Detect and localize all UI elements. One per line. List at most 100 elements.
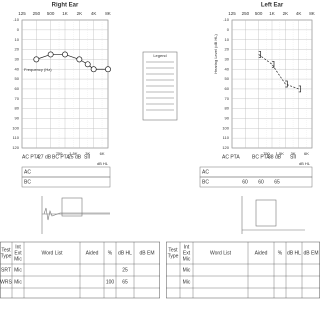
y-tick-label: 60 — [15, 86, 20, 91]
speech-table-header: % — [108, 250, 113, 256]
y-tick-label: 120 — [12, 145, 19, 150]
data-point — [47, 51, 54, 58]
speech-table-header: Ext — [183, 250, 191, 256]
speech-table-header: Int — [15, 244, 21, 250]
data-point — [105, 66, 111, 73]
y-tick-label: 70 — [225, 96, 230, 101]
speech-table-header: dB HL — [118, 250, 132, 256]
pta-value: 25 dB — [68, 154, 82, 160]
y-axis-label: Hearing Level (dB HL) — [213, 34, 218, 74]
data-point — [62, 51, 68, 58]
pta-label: AC PTA — [22, 154, 40, 160]
speech-table-cell: Mic — [183, 267, 191, 273]
speech-table-header: dB EM — [303, 250, 318, 256]
x-tick-label: 4K — [91, 11, 97, 16]
x-tick-label: 8K — [309, 11, 315, 16]
speech-table-cell: Mic — [183, 279, 191, 285]
x-tick-label: 250 — [33, 11, 41, 16]
threshold-row — [21, 166, 111, 178]
speech-table-header: Test — [168, 247, 178, 253]
speech-table-header: Int — [184, 244, 190, 250]
pta-label: BC PTA — [252, 154, 270, 160]
pta-value: 38 dB — [268, 154, 282, 160]
x-tick-label: 4K — [296, 11, 302, 16]
pta-label: BC PTA — [52, 154, 70, 160]
speech-table-cell: SRT — [1, 267, 11, 273]
pta-value: 27 dB — [38, 154, 52, 160]
speech-table-cell: Mic — [14, 267, 22, 273]
data-point — [258, 51, 262, 58]
data-point — [272, 60, 275, 68]
speech-table-header: Mic — [14, 256, 22, 262]
speech-table-cell: 25 — [122, 267, 128, 273]
legend-rows — [146, 61, 174, 111]
pta-label: SII — [290, 154, 296, 160]
y-tick-label: 0 — [17, 27, 20, 32]
speech-table-header: Type — [1, 253, 12, 259]
y-tick-label: 70 — [15, 96, 20, 101]
x-minor-tick-label: 6K — [304, 151, 309, 156]
x-tick-label: 125 — [18, 11, 26, 16]
y-tick-label: 40 — [15, 66, 20, 71]
x-tick-label: 125 — [228, 11, 236, 16]
x-minor-tick-label: 750 — [263, 151, 270, 156]
speech-table-cell: WRS — [0, 279, 12, 285]
y-tick-label: 10 — [225, 37, 230, 42]
y-tick-label: 120 — [222, 145, 229, 150]
y-tick-label: 80 — [225, 106, 230, 111]
data-point — [285, 80, 288, 88]
x-tick-label: 500 — [47, 11, 55, 16]
speech-table-header: Test — [1, 247, 11, 253]
y-tick-label: 110 — [13, 135, 20, 140]
threshold-row-label: BC — [24, 179, 31, 185]
threshold-row-label: BC — [202, 179, 209, 185]
x-minor-tick-label: 750 — [56, 151, 63, 156]
legend-box — [142, 51, 178, 121]
data-point — [76, 56, 83, 63]
speech-table-header: Aided — [86, 250, 99, 256]
x-tick-label: 2K — [283, 11, 289, 16]
y-tick-label: 60 — [225, 86, 230, 91]
y-tick-label: 0 — [227, 27, 230, 32]
threshold-value: 60 — [242, 179, 248, 185]
x-tick-label: 2K — [77, 11, 83, 16]
x-tick-label: 1K — [269, 11, 275, 16]
speech-table-header: Word List — [41, 250, 63, 256]
y-tick-label: 50 — [225, 76, 230, 81]
speech-table-header: Type — [168, 253, 179, 259]
threshold-row-label: AC — [202, 169, 209, 175]
x-tick-label: 8K — [105, 11, 111, 16]
pta-label: AC PTA — [222, 154, 240, 160]
speech-table-header: dB HL — [287, 250, 301, 256]
y-tick-label: 30 — [225, 56, 230, 61]
threshold-value: 65 — [274, 179, 280, 185]
y-tick-label: 90 — [15, 116, 20, 121]
threshold-value: 60 — [258, 179, 264, 185]
threshold-unit: dB HL — [299, 161, 311, 166]
y-tick-label: 90 — [225, 116, 230, 121]
x-tick-label: 1K — [62, 11, 68, 16]
threshold-unit: dB HL — [97, 161, 109, 166]
threshold-row — [199, 176, 313, 188]
y-tick-label: -10 — [223, 17, 230, 22]
y-tick-label: 100 — [12, 125, 19, 130]
threshold-row — [199, 166, 313, 178]
x-minor-tick-label: 1.5K — [69, 151, 78, 156]
y-tick-label: 30 — [15, 56, 20, 61]
series-line — [258, 54, 299, 90]
data-point — [84, 61, 91, 68]
y-tick-label: 40 — [225, 66, 230, 71]
speech-table-header: dB EM — [139, 250, 154, 256]
x-minor-tick-label: 6K — [100, 151, 105, 156]
speech-table-header: Mic — [183, 256, 191, 262]
y-tick-label: 80 — [15, 106, 20, 111]
speech-table-header: Ext — [14, 250, 22, 256]
y-tick-label: 110 — [223, 135, 230, 140]
speech-table-cell: 100 — [106, 279, 115, 285]
speech-table-cell: 65 — [122, 279, 128, 285]
tympanogram-right — [41, 196, 110, 234]
pta-label: SII — [84, 154, 90, 160]
tympanogram-left — [241, 196, 305, 234]
threshold-row-label: AC — [24, 169, 31, 175]
